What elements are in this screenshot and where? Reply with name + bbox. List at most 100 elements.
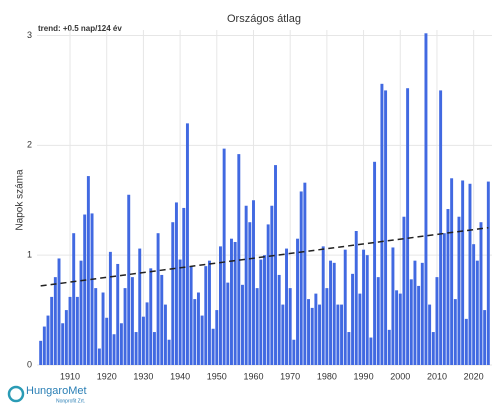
bar [453,299,457,365]
bar [200,315,204,365]
bar [406,88,410,366]
bar [358,293,362,365]
x-tick-label: 1970 [280,371,300,381]
bar [219,246,222,365]
trend-line [40,226,489,287]
bar [108,251,112,365]
bar [303,182,307,365]
bar [450,178,454,365]
bar [244,205,248,365]
bar [483,310,487,365]
bar [39,340,43,365]
x-tick-label: 1910 [60,371,80,381]
bar [79,260,83,365]
bar [314,293,318,365]
y-tick-label: 0 [27,359,32,369]
bar [241,284,244,365]
bar [307,299,310,365]
bar [376,277,380,365]
y-axis-label: Napok száma [15,169,26,231]
bar [468,183,472,365]
x-tick-label: 1950 [207,371,227,381]
bar [204,266,208,365]
bar [61,323,65,365]
bar [296,238,299,365]
bar [152,332,156,365]
bar [222,148,226,365]
bar [424,33,428,366]
trend-annotation: trend: +0.5 nap/124 év [38,24,122,33]
bar [318,304,322,365]
bar [119,323,123,365]
bar [321,246,325,365]
bar [329,260,333,365]
bar [185,123,189,365]
bar [486,181,490,365]
bar [435,277,439,365]
bar [230,238,233,365]
bar [384,90,388,365]
bar [75,296,79,365]
bar [248,222,252,365]
bar [237,154,241,365]
logo: HungaroMet [26,385,87,397]
x-tick-label: 1940 [170,371,190,381]
bar [68,296,72,365]
bar [83,214,87,365]
bar [211,328,215,365]
bar [149,268,153,365]
bar [472,244,476,365]
bar [182,207,186,365]
bar [292,339,296,365]
bar [50,296,54,365]
x-tick-label: 1930 [133,371,153,381]
bar [428,304,432,365]
bar [457,216,461,365]
bar [207,260,211,365]
bar [226,282,230,365]
y-tick-label: 3 [27,30,32,40]
bar [409,279,413,365]
bar [233,241,237,365]
x-tick-label: 1920 [97,371,117,381]
bar [94,288,98,365]
bar [145,302,149,365]
bar [391,247,395,365]
bar [263,255,266,365]
bar [362,249,366,365]
bar [141,316,145,365]
bar [193,299,197,365]
bar [398,293,402,365]
bar [285,248,288,365]
bar [215,310,219,365]
bar [431,332,435,365]
bar [475,260,479,365]
bar [259,259,263,365]
bar [336,304,340,365]
y-tick-label: 2 [27,140,32,150]
bar [53,277,57,365]
bar [369,337,373,365]
bar [196,292,200,365]
bar [255,288,259,365]
bar [325,288,329,365]
bar [160,274,164,365]
bar [343,249,347,365]
bar [413,260,417,365]
bar [387,329,391,365]
bar [479,222,483,365]
x-tick-label: 1960 [243,371,263,381]
x-tick-label: 2010 [427,371,447,381]
bar [420,262,424,365]
bar [270,205,274,365]
bar [281,304,285,365]
bar [365,255,369,365]
logo-sub: Nonprofit Zrt. [56,398,85,404]
bar [105,317,109,365]
x-tick-label: 2000 [390,371,410,381]
bar [138,248,142,365]
bar [439,90,443,365]
logo-icon [7,385,25,403]
